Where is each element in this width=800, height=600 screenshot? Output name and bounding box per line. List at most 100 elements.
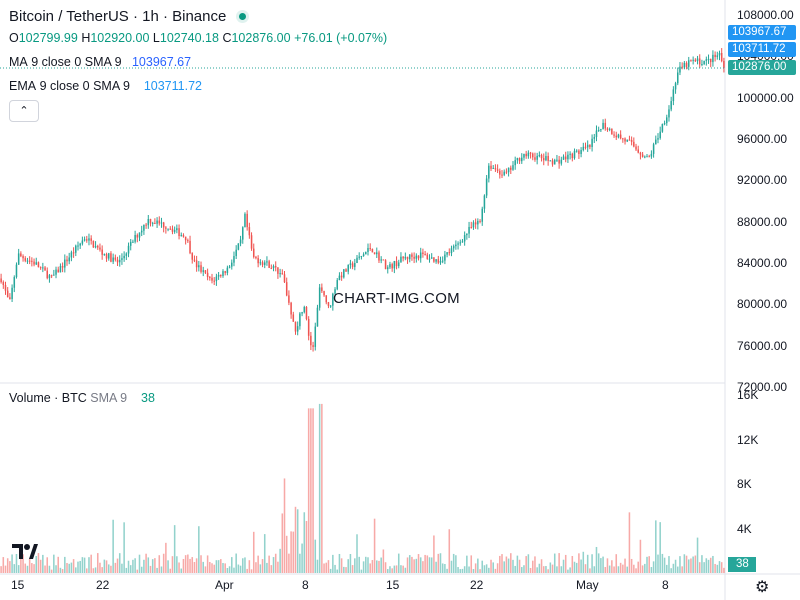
- volume-bar: [191, 557, 194, 573]
- candle-body: [204, 270, 207, 273]
- volume-bar: [698, 562, 701, 573]
- candle-body: [48, 275, 51, 279]
- candle-body: [567, 154, 569, 160]
- volume-bar: [354, 558, 356, 573]
- chevron-up-icon[interactable]: ⌃: [9, 100, 39, 122]
- volume-bar: [648, 556, 650, 573]
- volume-legend[interactable]: Volume · BTC SMA 9 38: [9, 391, 155, 405]
- volume-bar: [310, 408, 312, 573]
- volume-bar: [182, 558, 185, 573]
- candle-body: [628, 139, 631, 141]
- candle-body: [437, 259, 440, 263]
- time-tick-label: 15: [11, 578, 25, 592]
- candle-body: [455, 244, 457, 247]
- volume-bar: [285, 535, 288, 573]
- volume-bar: [145, 553, 147, 573]
- volume-bar: [661, 553, 664, 573]
- volume-bar: [670, 568, 672, 573]
- candle-body: [140, 230, 143, 233]
- candle-body: [676, 72, 679, 84]
- volume-bar: [283, 478, 286, 573]
- gear-icon[interactable]: ⚙: [755, 579, 770, 596]
- candle-body: [285, 282, 288, 296]
- candle-body: [479, 220, 481, 222]
- candle-body: [371, 248, 374, 253]
- volume-bar: [437, 553, 440, 573]
- candle-body: [2, 282, 5, 286]
- volume-bar: [325, 562, 328, 573]
- candle-body: [4, 285, 7, 291]
- ma-legend[interactable]: MA 9 close 0 SMA 9 103967.67: [9, 55, 191, 69]
- candle-body: [173, 230, 176, 232]
- volume-bar: [586, 554, 589, 573]
- candle-body: [110, 253, 112, 262]
- volume-bar: [50, 569, 53, 573]
- candle-body: [613, 134, 615, 136]
- candle-body: [246, 213, 248, 228]
- candle-body: [235, 249, 237, 257]
- volume-bar: [90, 554, 92, 573]
- candle-body: [448, 252, 451, 254]
- volume-bar: [472, 569, 475, 573]
- price-tick-label: 96000.00: [737, 132, 788, 146]
- volume-bar: [556, 566, 558, 573]
- volume-bar: [26, 565, 29, 573]
- volume-bar: [386, 569, 389, 573]
- candle-body: [507, 167, 510, 173]
- volume-bar: [608, 565, 611, 573]
- candle-body: [301, 312, 303, 314]
- candle-body: [505, 171, 508, 173]
- candle-body: [288, 295, 290, 303]
- volume-bar: [463, 566, 466, 573]
- volume-bar: [138, 554, 141, 573]
- volume-bar: [655, 520, 657, 573]
- volume-bar: [521, 567, 523, 573]
- candle-body: [92, 240, 95, 248]
- volume-bar: [668, 556, 670, 573]
- volume-bar: [121, 563, 123, 573]
- volume-bar: [701, 555, 703, 573]
- price-tick-label: 108000.00: [737, 8, 794, 22]
- ema-legend[interactable]: EMA 9 close 0 SMA 9 103711.72: [9, 79, 202, 93]
- volume-bar: [538, 563, 541, 573]
- candle-body: [171, 228, 174, 232]
- volume-bar: [468, 566, 470, 573]
- candle-body: [472, 222, 475, 228]
- symbol-label: Bitcoin / TetherUS · 1h · Binance: [9, 8, 227, 25]
- candle-body: [132, 241, 134, 243]
- volume-bar: [510, 553, 512, 573]
- candle-body: [338, 275, 341, 281]
- candle-body: [525, 153, 527, 157]
- volume-bar: [6, 558, 9, 573]
- volume-bar: [703, 562, 705, 573]
- volume-bar: [391, 568, 393, 573]
- candle-body: [64, 259, 66, 268]
- candle-body: [202, 270, 204, 272]
- candle-body: [692, 59, 694, 61]
- candle-body: [477, 220, 479, 225]
- candle-body: [646, 156, 648, 158]
- candle-body: [650, 153, 653, 157]
- candle-body: [714, 54, 716, 58]
- candle-body: [209, 277, 211, 279]
- candle-body: [538, 155, 541, 157]
- candle-body: [26, 260, 29, 262]
- volume-bar: [589, 568, 591, 573]
- open-label: O: [9, 31, 19, 45]
- volume-bar: [259, 564, 262, 573]
- volume-bar: [151, 559, 154, 573]
- volume-bar: [83, 557, 86, 573]
- candle-body: [424, 253, 426, 255]
- volume-bar: [628, 512, 631, 573]
- candle-body: [318, 287, 321, 308]
- volume-bar: [215, 560, 218, 573]
- volume-bar: [430, 557, 433, 573]
- candle-body: [529, 152, 532, 154]
- volume-bar: [659, 522, 661, 573]
- candle-body: [540, 155, 543, 159]
- candle-body: [325, 295, 328, 303]
- tradingview-logo-icon[interactable]: [12, 542, 38, 560]
- volume-bar: [652, 561, 655, 573]
- ema-label: EMA: [9, 79, 37, 93]
- candle-body: [707, 58, 710, 60]
